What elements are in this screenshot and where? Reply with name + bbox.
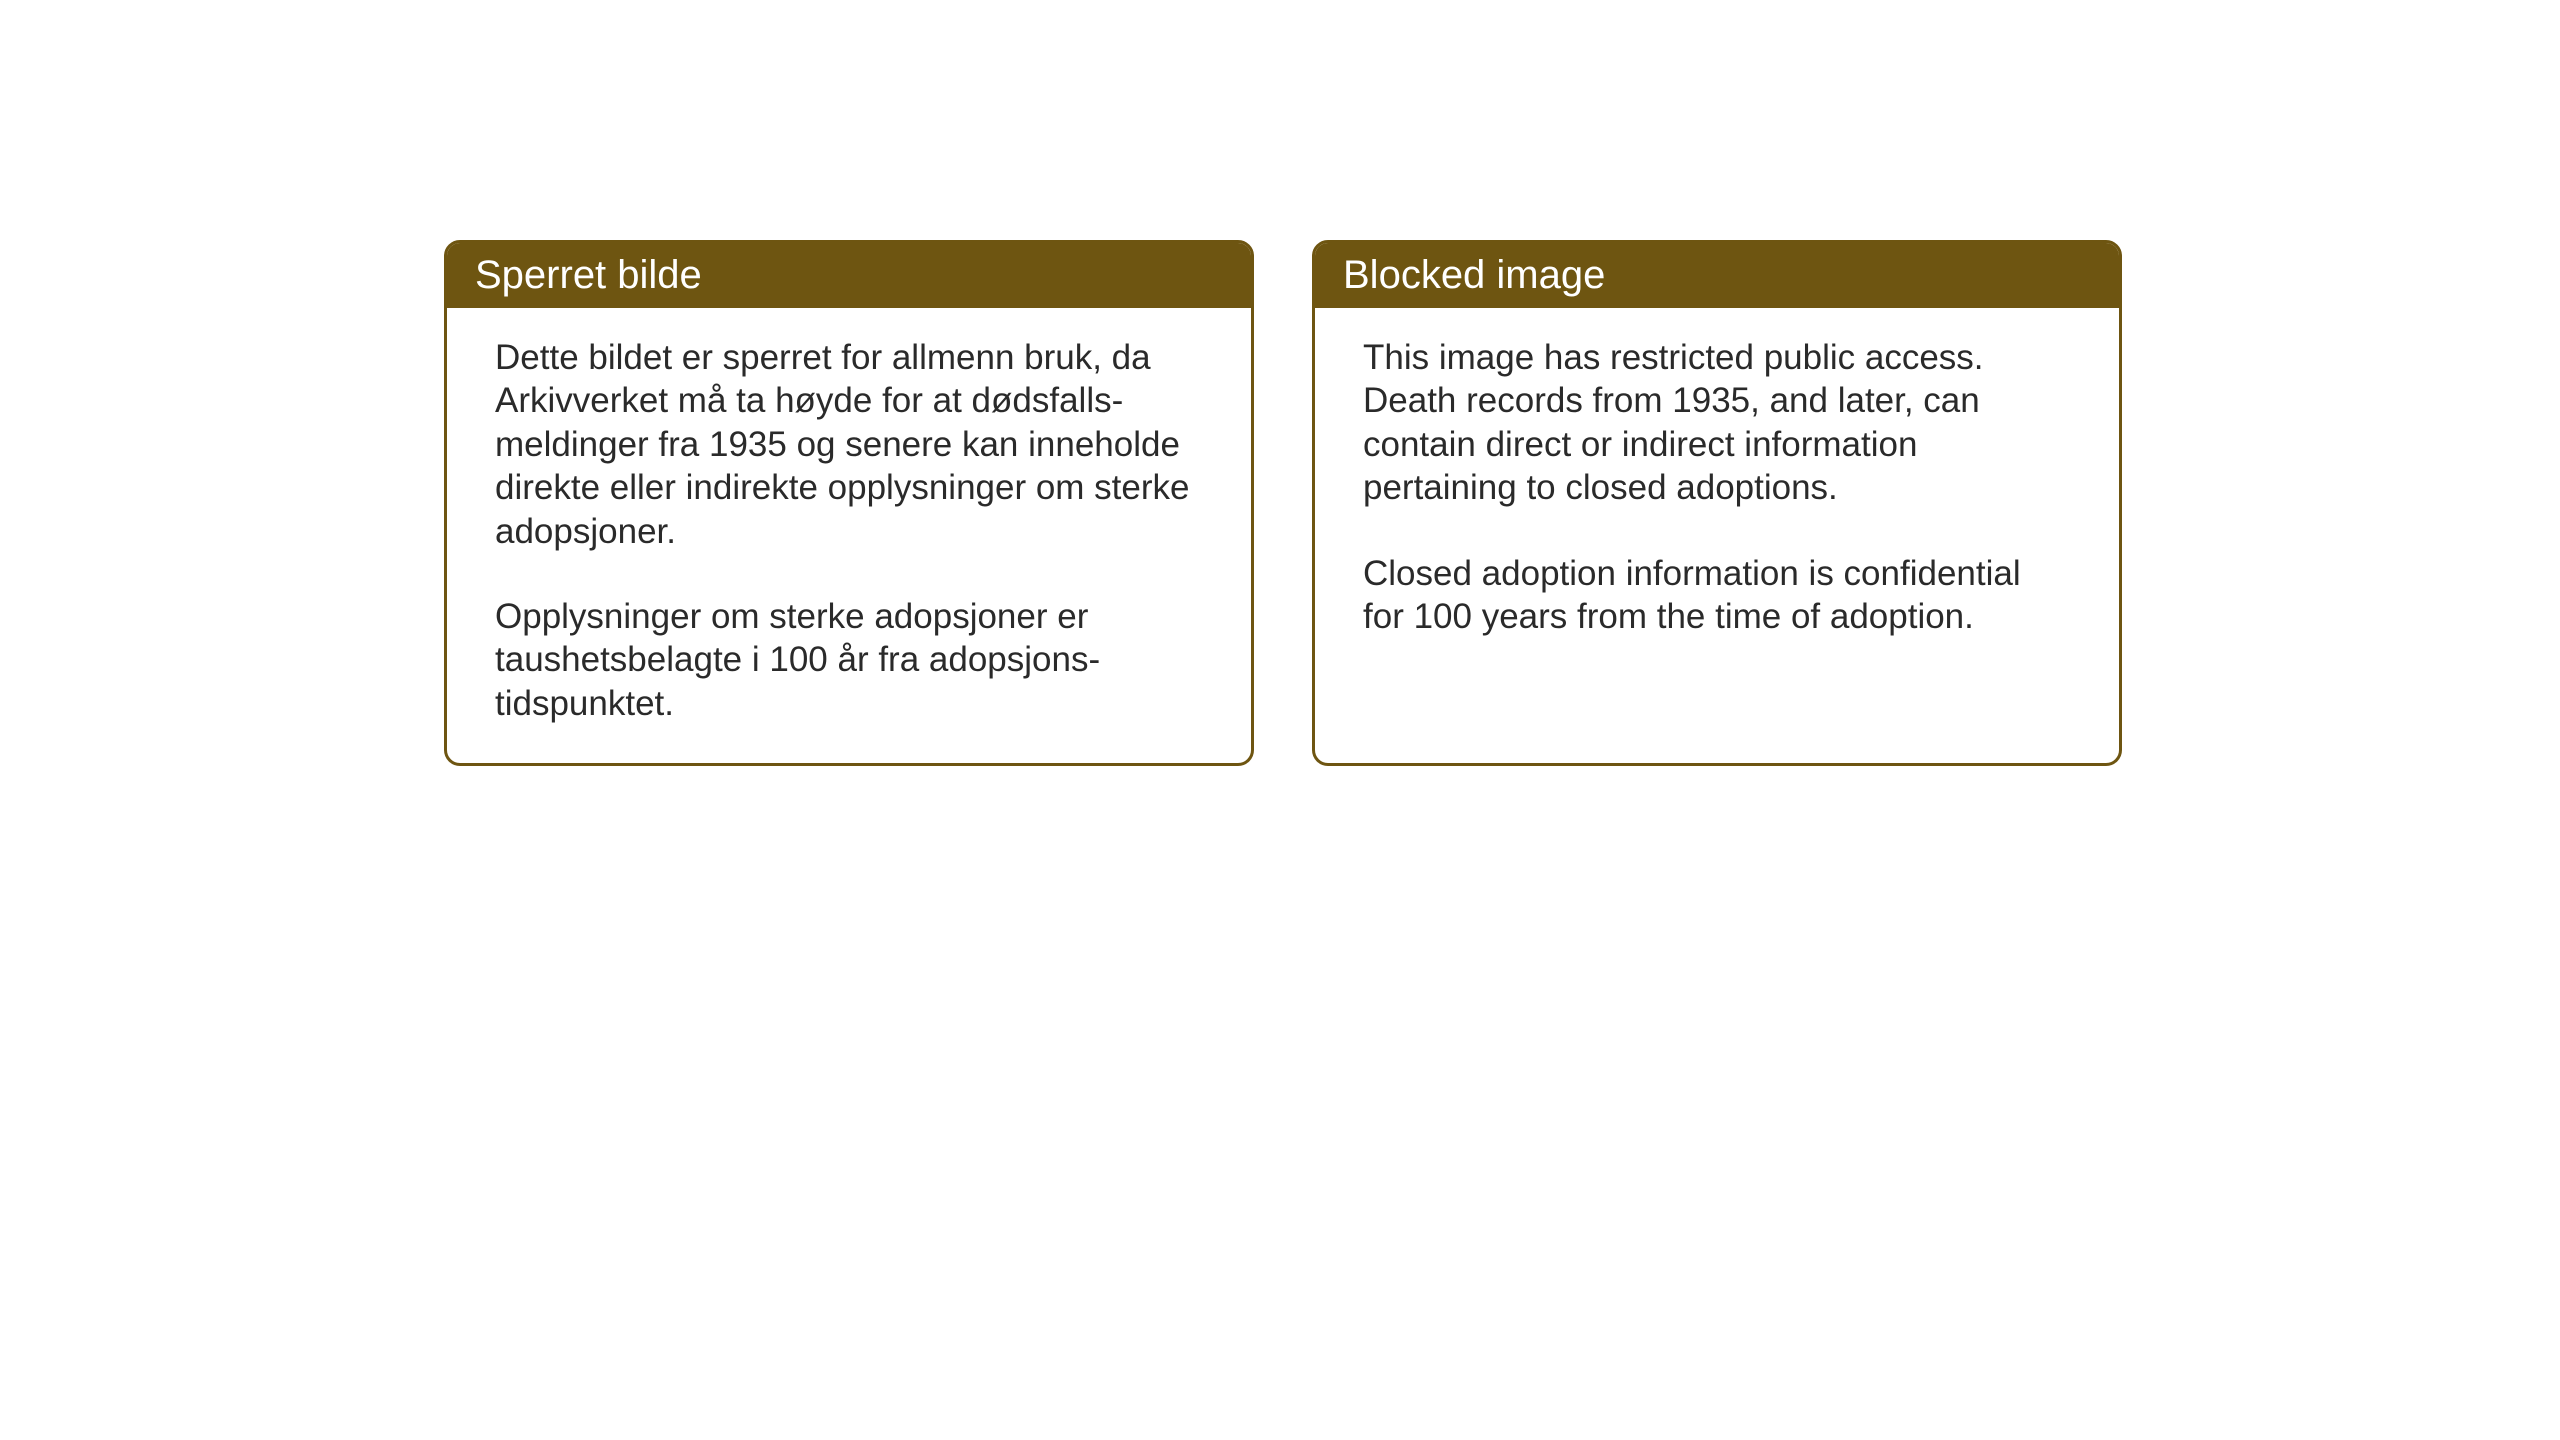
notice-container: Sperret bilde Dette bildet er sperret fo… bbox=[444, 240, 2122, 766]
notice-title-english: Blocked image bbox=[1343, 253, 1605, 297]
notice-body-norwegian: Dette bildet er sperret for allmenn bruk… bbox=[447, 308, 1251, 763]
notice-card-norwegian: Sperret bilde Dette bildet er sperret fo… bbox=[444, 240, 1254, 766]
notice-card-english: Blocked image This image has restricted … bbox=[1312, 240, 2122, 766]
notice-body-english: This image has restricted public access.… bbox=[1315, 308, 2119, 676]
notice-para1-norwegian: Dette bildet er sperret for allmenn bruk… bbox=[495, 336, 1203, 553]
notice-header-english: Blocked image bbox=[1315, 243, 2119, 308]
notice-para1-english: This image has restricted public access.… bbox=[1363, 336, 2071, 510]
notice-para2-norwegian: Opplysninger om sterke adopsjoner er tau… bbox=[495, 595, 1203, 725]
notice-title-norwegian: Sperret bilde bbox=[475, 253, 702, 297]
notice-para2-english: Closed adoption information is confident… bbox=[1363, 552, 2071, 639]
notice-header-norwegian: Sperret bilde bbox=[447, 243, 1251, 308]
